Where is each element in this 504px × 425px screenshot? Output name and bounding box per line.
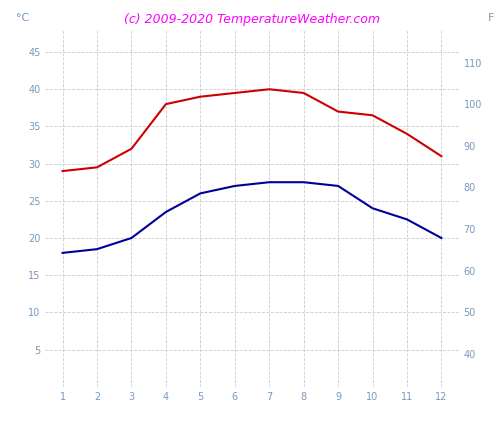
Text: F: F: [487, 13, 494, 23]
Text: °C: °C: [17, 13, 30, 23]
Text: (c) 2009-2020 TemperatureWeather.com: (c) 2009-2020 TemperatureWeather.com: [124, 13, 380, 26]
